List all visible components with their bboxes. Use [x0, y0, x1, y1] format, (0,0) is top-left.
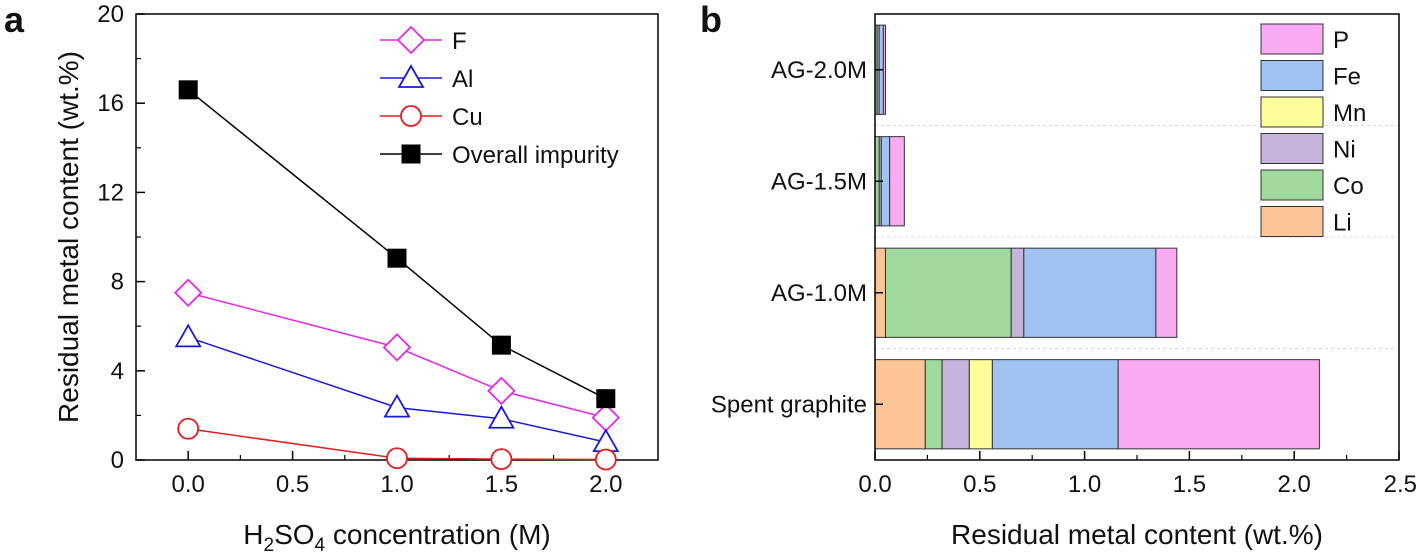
series-line	[188, 428, 606, 461]
category-label: AG-1.5M	[771, 168, 867, 195]
legend-label: Al	[452, 66, 473, 93]
legend-label: F	[452, 28, 467, 55]
legend-marker	[400, 105, 422, 127]
legend-entry: Fe	[1260, 60, 1361, 91]
y-tick-label: 4	[111, 358, 124, 385]
bar-segment-co	[924, 359, 943, 450]
data-point	[490, 448, 513, 471]
data-point	[487, 376, 516, 406]
panel-a-x-axis-title: H2SO4 concentration (M)	[243, 519, 551, 556]
category-label: AG-2.0M	[771, 57, 867, 84]
data-point	[178, 80, 198, 100]
bar-segment-p	[889, 136, 905, 227]
x-tick-label: 1.0	[380, 471, 413, 498]
bar-segment-li	[874, 359, 926, 450]
bar-group-spent-graphite	[874, 359, 1320, 450]
y-tick-label: 16	[97, 90, 124, 117]
legend-swatch	[1260, 96, 1324, 128]
data-point	[387, 248, 407, 268]
bar-segment-ni	[1010, 247, 1025, 338]
legend-swatch	[1260, 23, 1324, 55]
x-tick-label: 2.5	[1384, 471, 1417, 498]
x-tick-label: 0.0	[858, 471, 891, 498]
y-tick-label: 0	[111, 447, 124, 474]
series-line	[187, 89, 607, 400]
bar-group-ag-1-0m	[874, 247, 1178, 338]
legend-label: P	[1333, 27, 1349, 54]
data-point	[596, 389, 616, 409]
data-point	[386, 447, 408, 470]
bar-segment-ni	[941, 359, 970, 450]
data-point	[173, 278, 203, 308]
bar-segment-co	[884, 247, 1012, 338]
legend-entry: Mn	[1260, 96, 1366, 128]
bar-segment-fe	[1023, 247, 1157, 338]
bar-segment-p	[1155, 247, 1178, 338]
category-label: Spent graphite	[711, 391, 867, 418]
legend-swatch	[1260, 169, 1324, 201]
bar-segment-p	[882, 24, 886, 115]
legend-label: Cu	[452, 104, 483, 131]
legend-label: Co	[1333, 173, 1364, 200]
legend-label: Fe	[1333, 64, 1361, 91]
legend-entry: P	[1260, 23, 1349, 55]
bar-segment-mn	[968, 359, 993, 450]
y-tick-label: 8	[111, 269, 124, 296]
x-tick-label: 1.5	[1173, 471, 1206, 498]
legend-marker	[397, 64, 425, 88]
y-tick-label: 12	[97, 179, 124, 206]
legend-marker	[401, 144, 421, 164]
data-point	[594, 448, 617, 471]
x-tick-label: 2.0	[589, 471, 622, 498]
series-overall-impurity	[178, 80, 616, 409]
panel-a-y-axis-title: Residual metal content (wt.%)	[53, 51, 84, 423]
x-tick-label: 0.0	[172, 471, 205, 498]
series-al	[174, 323, 620, 453]
x-tick-label: 2.0	[1278, 471, 1311, 498]
data-point	[383, 393, 411, 418]
data-point	[591, 403, 621, 432]
x-tick-label: 0.5	[276, 471, 309, 498]
legend-entry: F	[380, 25, 467, 55]
legend-entry: Cu	[380, 104, 483, 131]
legend-entry: Li	[1260, 206, 1352, 237]
legend-entry: Overall impurity	[380, 142, 619, 169]
legend-label: Mn	[1333, 100, 1366, 127]
legend-swatch	[1260, 60, 1324, 91]
series-line	[187, 336, 606, 443]
legend-label: Ni	[1333, 137, 1356, 164]
panel-b-stacked-bar-chart: b 0.0 0.5 1.0 1.5 2.0 2.5 AG-2.0M AG-1.5M AG-1.0…	[700, 0, 1417, 550]
y-tick-label: 20	[97, 1, 124, 28]
panel-b-x-axis-title: Residual metal content (wt.%)	[951, 519, 1323, 550]
bar-segment-fe	[991, 359, 1119, 450]
bar-segment-p	[1117, 359, 1320, 450]
legend-entry: Al	[380, 64, 473, 93]
data-point	[382, 333, 412, 362]
legend-marker	[396, 25, 426, 55]
data-point	[491, 335, 511, 355]
x-tick-label: 1.0	[1068, 471, 1101, 498]
panel-b-letter: b	[700, 0, 722, 40]
legend-swatch	[1260, 206, 1324, 237]
legend-label: Li	[1333, 210, 1352, 237]
x-tick-label: 1.5	[485, 471, 518, 498]
legend-swatch	[1260, 133, 1324, 164]
category-label: AG-1.0M	[771, 280, 867, 307]
legend-entry: Ni	[1260, 133, 1356, 164]
panel-a-plot-frame	[135, 13, 659, 461]
panel-a-line-chart: a 0.0 0.5 1.0 1.5 2.0 0 4 8 12 16 20 F Al Cu Overall …	[4, 0, 659, 556]
series-line	[188, 292, 606, 419]
data-point	[487, 404, 515, 429]
legend-label: Overall impurity	[452, 142, 619, 169]
legend-entry: Co	[1260, 169, 1364, 201]
data-point	[177, 417, 200, 440]
panel-a-letter: a	[4, 0, 25, 40]
data-point	[174, 323, 202, 348]
series-cu	[177, 417, 617, 471]
x-tick-label: 0.5	[963, 471, 996, 498]
